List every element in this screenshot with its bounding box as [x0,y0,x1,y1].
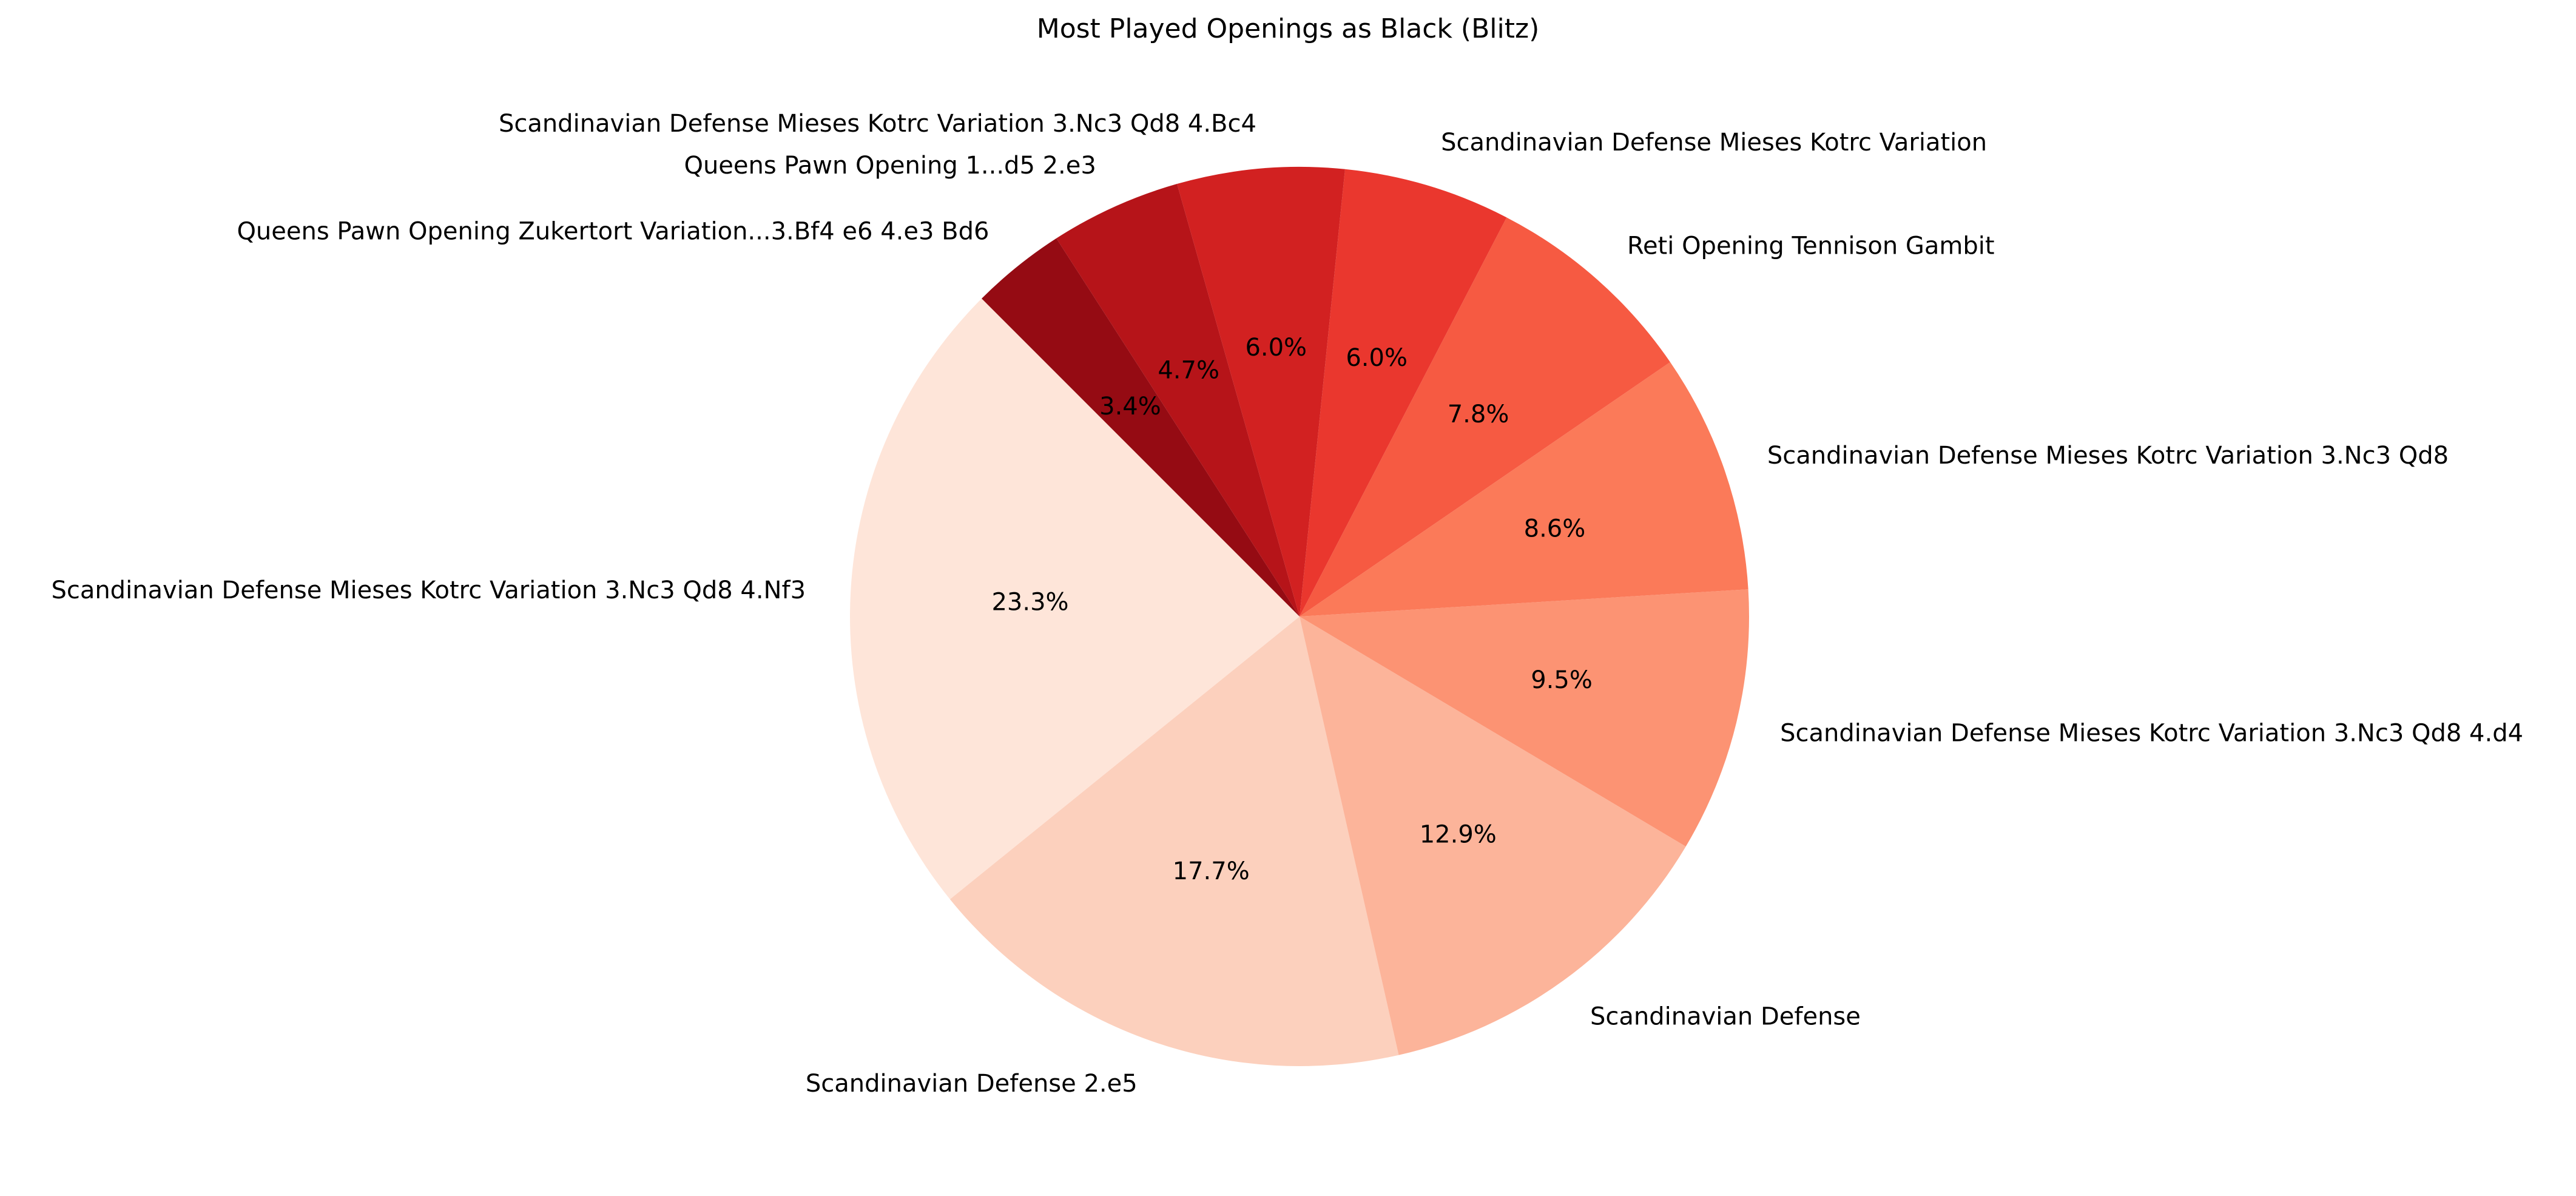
pct-label-scandinavian-defense-2-e5: 17.7% [1173,857,1250,885]
pct-label-reti-opening-tennison-gambit: 7.8% [1448,400,1509,428]
slice-label-scandinavian-defense-2-e5: Scandinavian Defense 2.e5 [806,1070,1138,1098]
pie-slice-scandinavian-defense-mieses-kotrc-variation-3-nc3-qd8-4-bc4 [1177,167,1346,617]
pct-label-scandinavian-defense: 12.9% [1420,821,1497,849]
pie-slices [850,167,1749,1066]
slice-label-reti-opening-tennison-gambit: Reti Opening Tennison Gambit [1627,232,1995,260]
pie-slice-scandinavian-defense-mieses-kotrc-variation-3-nc3-qd8 [1300,362,1748,617]
pct-label-scandinavian-defense-mieses-kotrc-variation: 6.0% [1346,344,1408,372]
slice-label-scandinavian-defense-mieses-kotrc-variation-3-nc3-qd8-4-nf3: Scandinavian Defense Mieses Kotrc Variat… [51,576,806,604]
pct-label-scandinavian-defense-mieses-kotrc-variation-3-nc3-qd8-4-nf3: 23.3% [991,589,1068,617]
pct-label-queens-pawn-opening-1-d5-2-e3: 4.7% [1158,357,1219,385]
slice-label-scandinavian-defense-mieses-kotrc-variation-3-nc3-qd8: Scandinavian Defense Mieses Kotrc Variat… [1767,442,2449,470]
slice-label-queens-pawn-opening-1-d5-2-e3: Queens Pawn Opening 1...d5 2.e3 [684,152,1096,180]
pie-slice-scandinavian-defense [1300,617,1686,1055]
pct-label-scandinavian-defense-mieses-kotrc-variation-3-nc3-qd8: 8.6% [1524,515,1586,543]
slice-label-scandinavian-defense-mieses-kotrc-variation-3-nc3-qd8-4-bc4: Scandinavian Defense Mieses Kotrc Variat… [499,110,1256,138]
pct-label-queens-pawn-opening-zukertort-variation-3-bf4-e6-4-e3-bd6: 3.4% [1099,393,1161,421]
pie-slice-scandinavian-defense-mieses-kotrc-variation-3-nc3-qd8-4-nf3 [850,299,1300,899]
slice-label-scandinavian-defense-mieses-kotrc-variation-3-nc3-qd8-4-d4: Scandinavian Defense Mieses Kotrc Variat… [1780,719,2523,747]
chart-title: Most Played Openings as Black (Blitz) [1037,13,1539,44]
pie-slice-queens-pawn-opening-1-d5-2-e3 [1056,184,1300,617]
slice-label-scandinavian-defense-mieses-kotrc-variation: Scandinavian Defense Mieses Kotrc Variat… [1441,129,1987,157]
pie-slice-reti-opening-tennison-gambit [1300,217,1670,617]
pie-slice-scandinavian-defense-mieses-kotrc-variation [1300,169,1507,617]
slice-label-queens-pawn-opening-zukertort-variation-3-bf4-e6-4-e3-bd6: Queens Pawn Opening Zukertort Variation.… [237,217,989,245]
pie-slice-queens-pawn-opening-zukertort-variation-3-bf4-e6-4-e3-bd6 [982,238,1300,617]
pct-label-scandinavian-defense-mieses-kotrc-variation-3-nc3-qd8-4-bc4: 6.0% [1245,334,1307,362]
slice-labels: Scandinavian Defense Mieses Kotrc Variat… [51,110,2523,1098]
slice-label-scandinavian-defense: Scandinavian Defense [1590,1003,1861,1031]
pie-slice-scandinavian-defense-2-e5 [949,617,1399,1066]
percentage-labels: 23.3% 17.7% 12.9% 9.5% 8.6% 7.8% 6.0% 6.0% 4.7% 3… [991,334,1592,885]
pie-slice-scandinavian-defense-mieses-kotrc-variation-3-nc3-qd8-4-d4 [1300,589,1749,847]
pct-label-scandinavian-defense-mieses-kotrc-variation-3-nc3-qd8-4-d4: 9.5% [1531,666,1593,694]
